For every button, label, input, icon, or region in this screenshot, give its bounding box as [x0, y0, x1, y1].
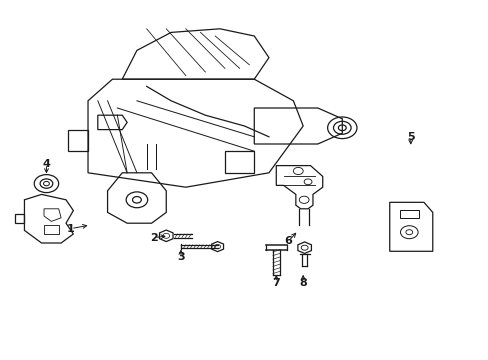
Text: 8: 8	[299, 278, 306, 288]
Text: 3: 3	[177, 252, 184, 262]
Text: 2: 2	[150, 233, 158, 243]
Text: 7: 7	[272, 278, 280, 288]
Text: 1: 1	[67, 224, 75, 234]
Text: 5: 5	[406, 132, 414, 142]
Text: 4: 4	[42, 159, 50, 169]
Text: 6: 6	[284, 236, 292, 246]
